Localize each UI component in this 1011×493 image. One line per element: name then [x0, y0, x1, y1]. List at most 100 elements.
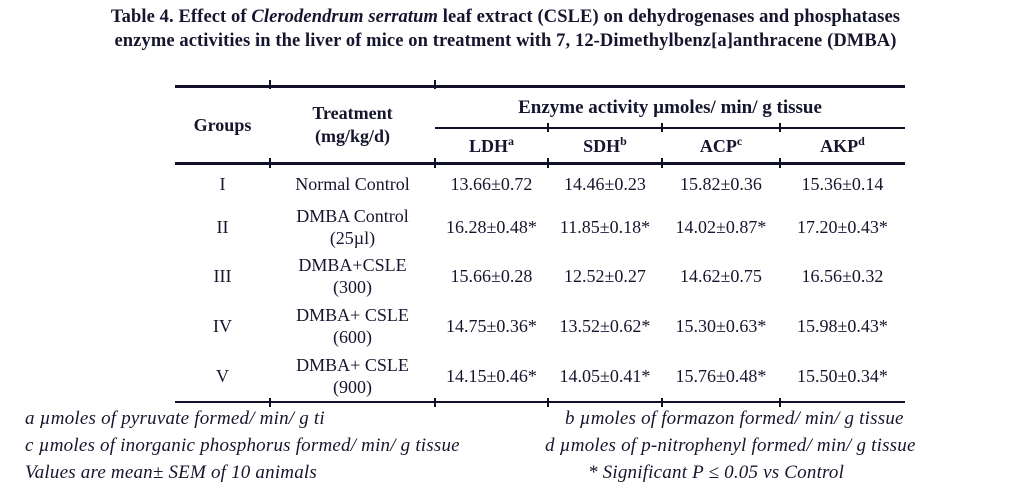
header-enzyme-columns: LDHa SDHb ACPc AKPd [435, 129, 905, 162]
column-tick [547, 158, 549, 168]
cell-value-acp: 15.82±0.36 [680, 174, 762, 194]
cell-treatment: DMBA+ CSLE (600) [270, 301, 435, 351]
column-tick [779, 398, 781, 407]
column-tick [269, 80, 271, 89]
data-table: Groups Treatment (mg/kg/d) Enzyme activi… [175, 80, 905, 407]
treatment-line1: DMBA+ CSLE [296, 305, 409, 325]
table-rule-under-header [175, 162, 905, 165]
cell-value-acp: 14.62±0.75 [680, 266, 762, 286]
table-row-group-1: I Normal Control 13.66±0.72 14.46±0.23 1… [175, 165, 905, 203]
column-header-akp-text: AKPd [820, 134, 865, 157]
footnote-d: d µmoles of p-nitrophenyl formed/ min/ g… [545, 435, 916, 456]
cell-value-ldh: 14.15±0.46* [446, 366, 537, 386]
column-tick [661, 123, 663, 132]
cell-treatment: DMBA+ CSLE (900) [270, 351, 435, 401]
table-row-group-3: III DMBA+CSLE (300) 15.66±0.28 12.52±0.27… [175, 251, 905, 301]
header-groups: Groups [193, 114, 252, 135]
column-tick [547, 123, 549, 132]
column-header-akp: AKPd [780, 129, 905, 162]
treatment-text: DMBA+ CSLE (600) [296, 304, 409, 348]
sdh-label: SDH [583, 136, 621, 156]
column-header-acp-text: ACPc [700, 134, 742, 157]
cell-group: I [219, 174, 226, 194]
cell-treatment: DMBA Control (25µl) [270, 203, 435, 251]
header-treatment-line2: (mg/kg/d) [314, 126, 390, 146]
footnote-a: a µmoles of pyruvate formed/ min/ g ti [25, 408, 325, 429]
column-tick [661, 398, 663, 407]
header-treatment-line1: Treatment [312, 103, 393, 123]
table-rule-bottom [175, 401, 905, 403]
column-header-sdh: SDHb [548, 129, 662, 162]
caption-line1: Table 4. Effect of Clerodendrum serratum… [111, 7, 900, 27]
cell-treatment: Normal Control [270, 165, 435, 203]
footnote-values: Values are mean± SEM of 10 animals [25, 462, 317, 483]
treatment-line2: (300) [332, 277, 372, 297]
akp-sup: d [858, 134, 865, 148]
ldh-sup: a [508, 134, 514, 148]
cell-group: II [216, 217, 229, 237]
column-tick [779, 123, 781, 132]
treatment-text: Normal Control [295, 173, 410, 195]
acp-label: ACP [699, 136, 737, 156]
table-row-group-2: II DMBA Control (25µl) 16.28±0.48* 11.85±… [175, 203, 905, 251]
table-row-group-4: IV DMBA+ CSLE (600) 14.75±0.36* 13.52±0.6… [175, 301, 905, 351]
column-tick [269, 158, 271, 168]
cell-value-ldh: 14.75±0.36* [446, 316, 537, 336]
cell-value-ldh: 13.66±0.72 [450, 174, 533, 194]
header-enzyme-activity-text: Enzyme activity µmoles/ min/ g tissue [518, 96, 822, 118]
akp-label: AKP [820, 136, 859, 156]
treatment-line2: (900) [332, 377, 372, 397]
cell-value-ldh: 16.28±0.48* [446, 217, 537, 237]
column-tick [434, 398, 436, 407]
treatment-line1: DMBA+CSLE [298, 255, 407, 275]
table-caption: Table 4. Effect of Clerodendrum serratum… [0, 5, 1011, 53]
treatment-line1: DMBA Control [296, 206, 409, 226]
header-treatment: Treatment (mg/kg/d) [270, 88, 435, 162]
cell-group: III [213, 266, 232, 286]
cell-value-sdh: 13.52±0.62* [559, 316, 651, 336]
cell-value-akp: 15.50±0.34* [797, 366, 888, 386]
cell-value-akp: 15.98±0.43* [797, 316, 888, 336]
column-tick [779, 158, 781, 168]
treatment-line1: Normal Control [295, 174, 410, 194]
sdh-sup: b [620, 134, 627, 148]
cell-group: IV [213, 316, 232, 336]
cell-value-sdh: 14.46±0.23 [564, 174, 646, 194]
footnote-c: c µmoles of inorganic phosphorus formed/… [25, 435, 460, 456]
cell-value-akp: 17.20±0.43* [797, 217, 888, 237]
cell-value-acp: 14.02±0.87* [675, 217, 767, 237]
cell-value-acp: 15.76±0.48* [675, 366, 767, 386]
column-header-acp: ACPc [662, 129, 780, 162]
caption-line1-suffix: leaf extract (CSLE) on dehydrogenases an… [438, 7, 901, 27]
cell-value-sdh: 14.05±0.41* [559, 366, 651, 386]
footnote-significance: * Significant P ≤ 0.05 vs Control [588, 462, 845, 483]
column-tick [434, 158, 436, 168]
caption-line1-prefix: Table 4. Effect of [110, 7, 252, 27]
column-tick [661, 158, 663, 168]
header-enzyme-activity: Enzyme activity µmoles/ min/ g tissue [435, 88, 905, 127]
cell-treatment: DMBA+CSLE (300) [270, 251, 435, 301]
treatment-text: DMBA+CSLE (300) [298, 254, 406, 298]
treatment-text: DMBA Control (25µl) [296, 205, 409, 249]
column-tick [547, 398, 549, 407]
cell-value-akp: 15.36±0.14 [801, 174, 884, 194]
caption-species-name: Clerodendrum serratum [251, 7, 439, 27]
table-rule-under-enzyme-header [435, 127, 905, 129]
cell-value-sdh: 11.85±0.18* [559, 217, 651, 237]
treatment-line2: (600) [332, 327, 372, 347]
ldh-label: LDH [468, 136, 508, 156]
treatment-text: DMBA+ CSLE (900) [296, 354, 409, 398]
table-rule-top [175, 85, 905, 88]
cell-value-acp: 15.30±0.63* [675, 316, 767, 336]
treatment-line2: (25µl) [329, 228, 376, 248]
cell-value-sdh: 12.52±0.27 [564, 266, 646, 286]
column-header-ldh-text: LDHa [469, 134, 514, 157]
column-tick [269, 398, 271, 407]
cell-value-akp: 16.56±0.32 [801, 266, 884, 286]
column-header-sdh-text: SDHb [583, 134, 627, 157]
treatment-line1: DMBA+ CSLE [296, 355, 409, 375]
table-row-group-5: V DMBA+ CSLE (900) 14.15±0.46* 14.05±0.41… [175, 351, 905, 401]
table-body: I Normal Control 13.66±0.72 14.46±0.23 1… [175, 165, 905, 401]
cell-group: V [216, 366, 229, 386]
